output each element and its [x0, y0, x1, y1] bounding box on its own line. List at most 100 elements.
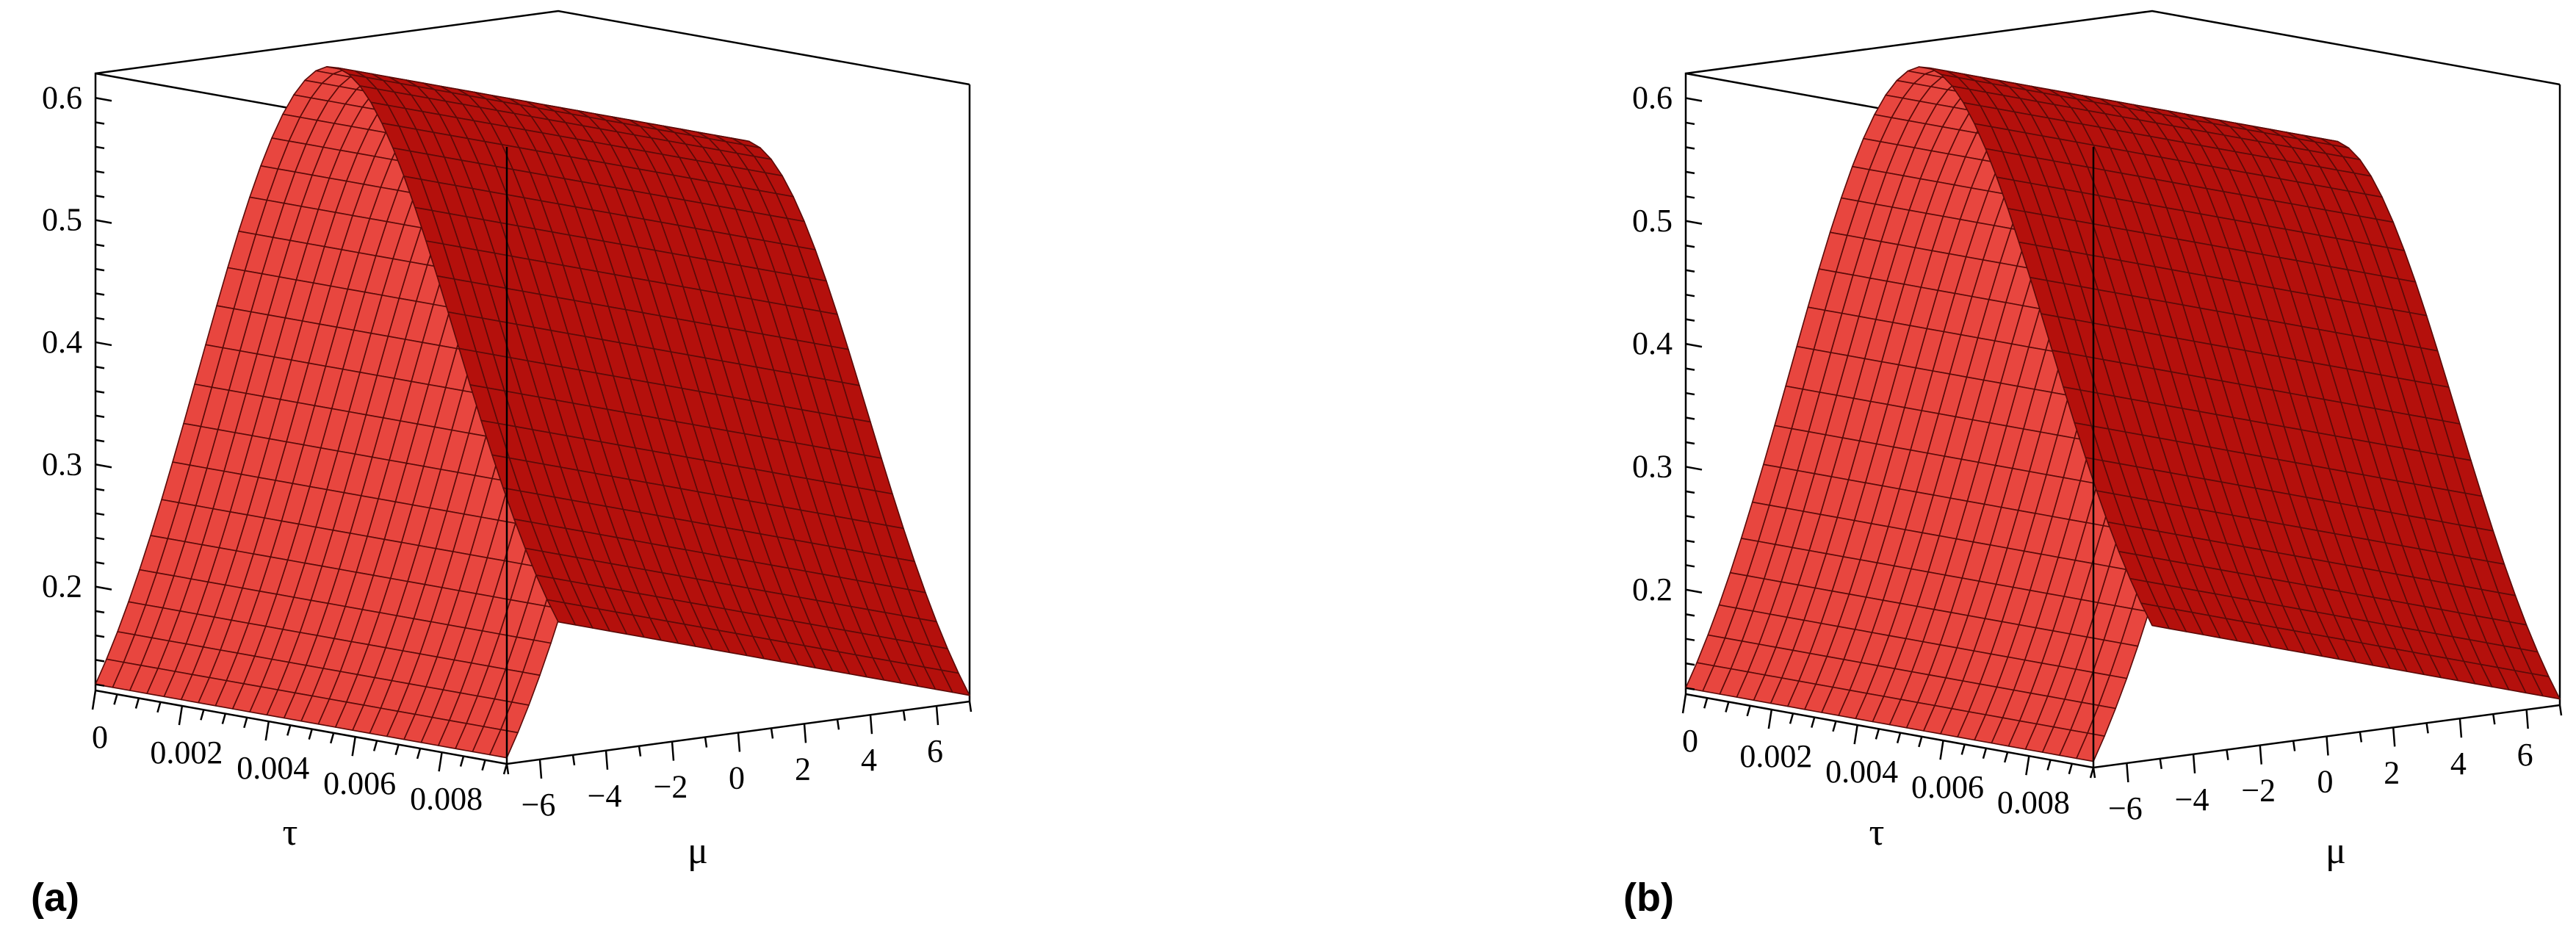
mu-tick — [2525, 709, 2529, 729]
mu-tick — [836, 719, 840, 730]
tau-tick — [330, 732, 335, 744]
mu-tick — [704, 737, 708, 748]
tau-tick — [394, 744, 400, 756]
mu-tick — [2126, 762, 2129, 783]
tau-tick — [1767, 709, 1773, 729]
mu-tick — [2492, 713, 2496, 725]
tau-tick — [1918, 736, 1923, 748]
z-tick-label: 0.5 — [1632, 203, 1673, 239]
mu-tick — [2159, 758, 2162, 770]
tau-tick — [1875, 729, 1880, 740]
tau-tick — [221, 713, 227, 724]
mu-tick — [770, 728, 774, 739]
tau-tick-label: 0.002 — [1739, 738, 1812, 774]
tau-tick — [1896, 732, 1902, 743]
mu-tick-label: 0 — [2317, 764, 2334, 800]
z-tick — [1685, 97, 1703, 102]
z-tick — [95, 365, 105, 369]
z-tick — [95, 195, 105, 198]
z-tick — [95, 610, 105, 614]
tau-tick — [459, 756, 465, 767]
tau-tick — [481, 760, 486, 771]
z-tick-label: 0.2 — [1632, 571, 1673, 607]
mu-tick — [2192, 754, 2196, 773]
tau-tick — [1789, 712, 1794, 724]
z-tick — [95, 219, 112, 224]
z-tick — [1685, 441, 1695, 445]
tau-tick — [2046, 760, 2052, 771]
z-tick — [1685, 687, 1695, 690]
tau-tick-label: 0.006 — [323, 765, 396, 801]
tau-axis-title: τ — [1869, 812, 1885, 854]
tau-tick-label: 0.008 — [1997, 784, 2070, 820]
mu-tick — [538, 759, 543, 779]
tau-tick — [178, 705, 184, 726]
z-tick — [95, 341, 112, 347]
mu-tick — [2558, 704, 2563, 716]
z-tick — [95, 561, 105, 565]
mu-tick — [505, 763, 510, 775]
z-tick — [95, 121, 105, 125]
z-tick — [95, 97, 112, 102]
mu-tick-label: −4 — [588, 778, 622, 814]
tau-tick — [134, 698, 140, 709]
z-tick-label: 0.6 — [42, 79, 82, 115]
tau-tick — [1703, 697, 1709, 709]
mu-tick — [605, 750, 609, 770]
surface-mesh — [1685, 66, 2561, 762]
tau-axis: 0 0.002 0.004 0.006 0.008 — [91, 690, 508, 817]
mu-tick — [671, 741, 675, 761]
z-tick-label: 0.2 — [42, 569, 82, 605]
mu-tick-label: 6 — [2517, 737, 2533, 773]
mu-tick-label: −6 — [2108, 790, 2143, 826]
mu-tick — [2425, 723, 2429, 734]
mu-tick — [2259, 745, 2263, 765]
mu-tick — [902, 710, 906, 721]
z-tick — [1685, 342, 1703, 348]
tau-tick — [1960, 744, 1966, 755]
mu-tick — [571, 754, 576, 766]
z-tick — [95, 317, 105, 320]
z-tick-label: 0.5 — [42, 202, 82, 238]
z-tick — [95, 512, 105, 516]
mu-tick-label: −4 — [2175, 782, 2209, 818]
mu-tick — [869, 715, 873, 735]
z-tick — [95, 267, 105, 272]
mu-tick — [2326, 736, 2329, 756]
surface-patch — [546, 599, 577, 626]
mu-tick — [2292, 740, 2296, 751]
mu-tick — [2226, 749, 2229, 760]
panel-label: (b) — [1623, 876, 1674, 920]
surface-patch — [1685, 662, 1714, 692]
z-tick — [1685, 466, 1703, 471]
z-axis: 0.2 0.3 0.4 0.5 0.6 — [42, 79, 112, 687]
mu-tick-label: 2 — [2384, 754, 2400, 790]
panel-label: (a) — [31, 876, 79, 920]
z-tick — [95, 659, 105, 663]
z-tick — [1685, 416, 1695, 420]
z-tick-label: 0.3 — [1632, 448, 1673, 484]
tau-tick — [113, 693, 118, 705]
mu-tick-label: −2 — [2241, 773, 2276, 809]
mu-tick-label: −6 — [522, 787, 556, 823]
mu-tick — [2359, 732, 2363, 743]
tau-tick — [372, 740, 378, 751]
z-tick — [1685, 146, 1695, 150]
surface-patch — [95, 658, 125, 688]
z-tick — [1685, 245, 1695, 248]
tau-tick — [416, 748, 422, 760]
z-tick — [95, 390, 105, 394]
mu-axis-title: μ — [688, 830, 708, 872]
tau-tick-label: 0.008 — [410, 781, 483, 817]
tau-tick-label: 0.006 — [1911, 769, 1984, 805]
z-tick-label: 0.3 — [42, 446, 82, 482]
z-tick — [1685, 515, 1695, 519]
z-tick — [1685, 367, 1695, 371]
tau-tick — [1746, 705, 1751, 717]
tau-tick — [286, 725, 292, 736]
z-tick — [1685, 564, 1695, 568]
z-tick — [1685, 539, 1695, 544]
mu-tick-label: 4 — [861, 742, 877, 778]
mu-tick — [2392, 727, 2396, 747]
